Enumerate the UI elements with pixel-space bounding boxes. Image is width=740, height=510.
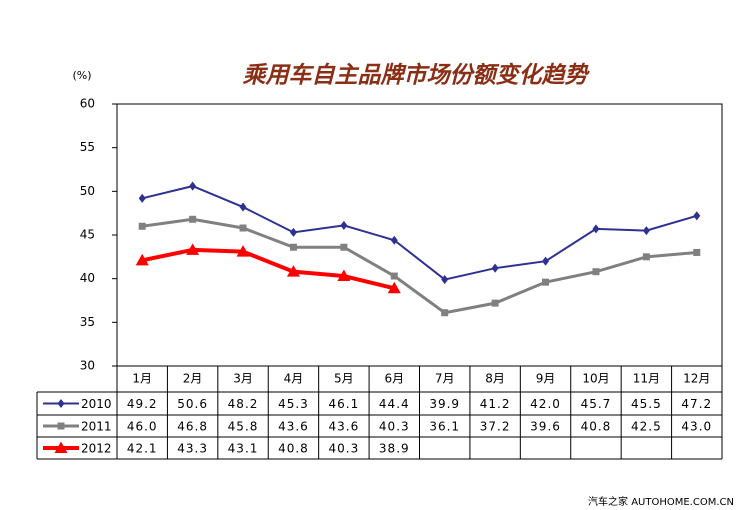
marker [390, 235, 398, 245]
x-tick-label: 10月 [582, 372, 609, 386]
marker [592, 268, 600, 276]
value-label: 43.1 [228, 442, 259, 456]
marker [57, 398, 65, 409]
x-tick-label: 12月 [683, 372, 710, 386]
value-label: 45.8 [228, 420, 259, 434]
series-line [141, 185, 698, 281]
y-tick-label: 60 [80, 97, 95, 111]
x-tick-label: 11月 [633, 372, 660, 386]
marker [236, 245, 250, 257]
value-label: 46.0 [127, 420, 158, 434]
value-label: 47.2 [681, 397, 712, 411]
value-label: 50.6 [177, 397, 208, 411]
value-label: 40.3 [329, 442, 360, 456]
y-tick-label: 35 [80, 315, 95, 329]
marker [491, 299, 499, 307]
y-tick-label: 55 [80, 140, 95, 154]
marker [239, 202, 247, 212]
series-line [141, 247, 395, 291]
marker [138, 222, 146, 230]
marker [239, 224, 247, 232]
y-tick-label: 45 [80, 228, 95, 242]
value-label: 41.2 [480, 397, 511, 411]
marker [57, 422, 65, 430]
legend-label: 2012 [81, 442, 112, 456]
marker [592, 224, 600, 234]
value-label: 38.9 [379, 442, 410, 456]
legend-label: 2011 [81, 420, 112, 434]
value-label: 45.3 [278, 397, 309, 411]
marker [340, 243, 348, 251]
value-label: 36.1 [429, 420, 460, 434]
marker [289, 243, 297, 251]
x-tick-label: 9月 [536, 372, 556, 386]
x-tick-label: 6月 [384, 372, 404, 386]
marker [693, 211, 701, 221]
marker [189, 215, 197, 223]
x-tick-label: 5月 [334, 372, 354, 386]
x-tick-label: 8月 [485, 372, 505, 386]
marker [542, 278, 550, 286]
marker [54, 441, 68, 453]
chart-title: 乘用车自主品牌市场份额变化趋势 [243, 62, 591, 89]
value-label: 43.3 [177, 442, 208, 456]
x-tick-label: 4月 [284, 372, 304, 386]
value-label: 48.2 [228, 397, 259, 411]
marker [441, 309, 449, 317]
value-label: 43.0 [681, 420, 712, 434]
marker [286, 265, 300, 277]
marker [642, 253, 650, 261]
y-tick-label: 30 [80, 359, 95, 373]
marker [387, 281, 401, 294]
value-label: 40.8 [581, 420, 612, 434]
marker [693, 248, 701, 256]
x-tick-label: 1月 [132, 372, 152, 386]
value-label: 40.8 [278, 442, 309, 456]
value-label: 45.5 [631, 397, 662, 411]
value-label: 42.0 [530, 397, 561, 411]
x-tick-label: 7月 [435, 372, 455, 386]
value-label: 46.8 [177, 420, 208, 434]
marker [189, 181, 197, 191]
value-label: 40.3 [379, 420, 410, 434]
marker [138, 193, 146, 203]
value-label: 45.7 [581, 397, 612, 411]
value-label: 46.1 [329, 397, 360, 411]
y-tick-label: 40 [80, 271, 95, 285]
marker [337, 269, 351, 282]
value-label: 37.2 [480, 420, 511, 434]
value-label: 39.6 [530, 420, 561, 434]
value-label: 39.9 [429, 397, 460, 411]
marker [441, 274, 449, 285]
legend-label: 2010 [81, 397, 112, 411]
series-line [142, 217, 697, 315]
marker [390, 272, 398, 280]
y-axis-label: (%) [72, 69, 91, 82]
marker [186, 243, 200, 255]
value-label: 44.4 [379, 397, 410, 411]
value-label: 43.6 [278, 420, 309, 434]
y-tick-label: 50 [80, 184, 95, 198]
marker [340, 220, 348, 230]
value-label: 42.1 [127, 442, 158, 456]
value-label: 49.2 [127, 397, 158, 411]
value-label: 43.6 [329, 420, 360, 434]
watermark: 汽车之家 AUTOHOME.COM.CN [588, 495, 734, 508]
x-tick-label: 3月 [233, 372, 253, 386]
marker [642, 226, 650, 236]
marker [542, 256, 550, 266]
marker [289, 227, 297, 237]
x-tick-label: 2月 [183, 372, 203, 386]
marker [135, 253, 149, 266]
marker [491, 263, 499, 273]
value-label: 42.5 [631, 420, 662, 434]
